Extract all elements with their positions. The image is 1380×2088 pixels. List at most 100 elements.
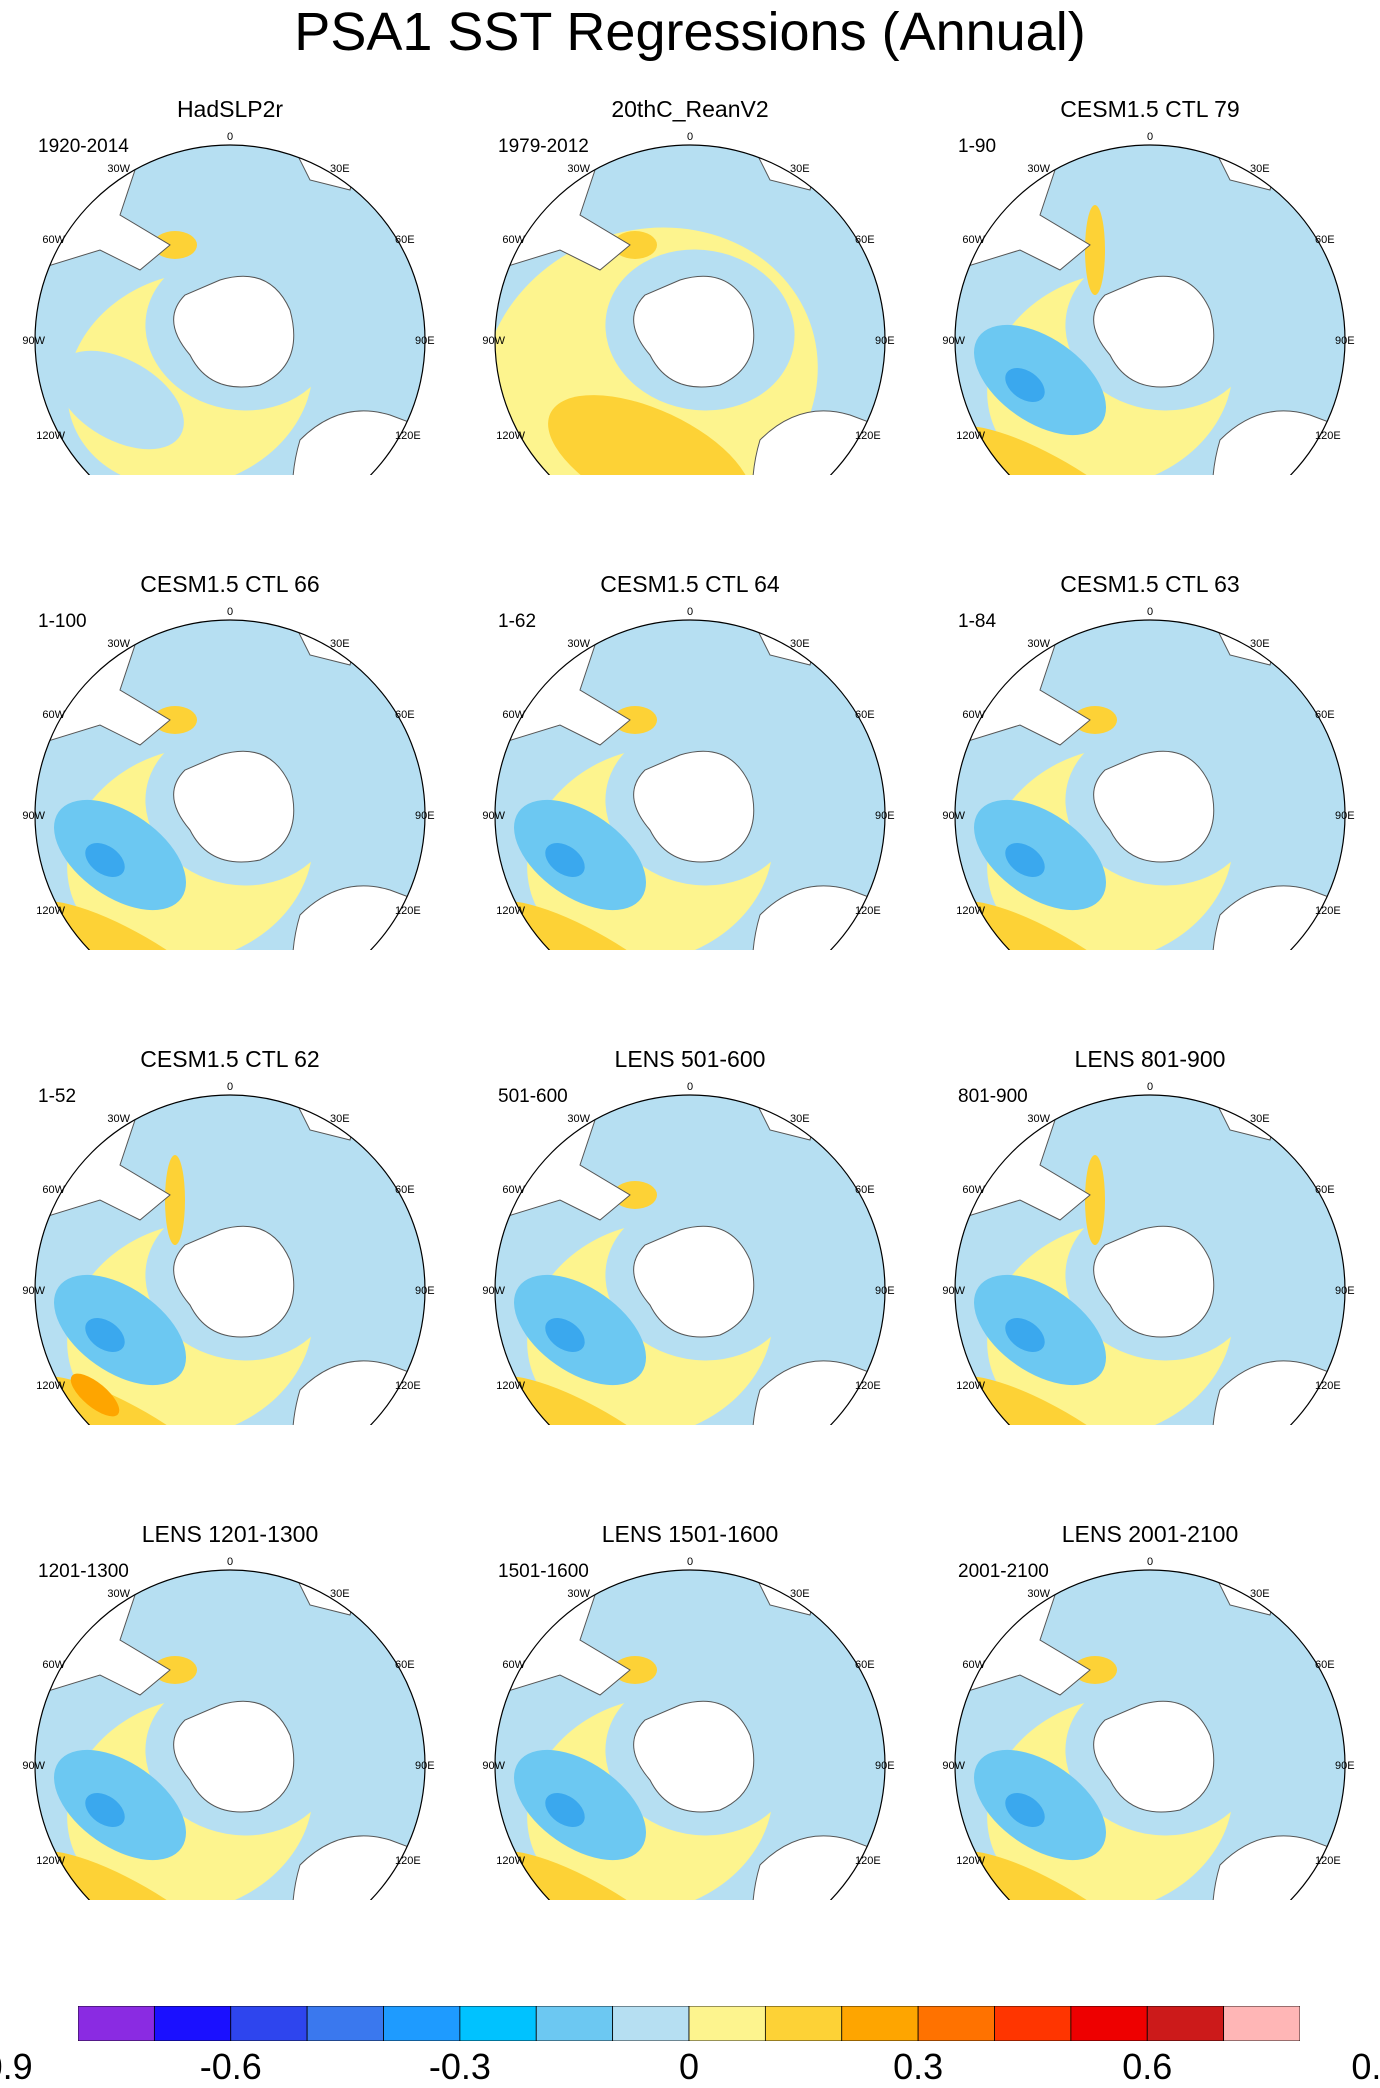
positive-anomaly-spot: [153, 706, 197, 734]
lon-label-west: 120W: [496, 905, 525, 917]
colorbar: [78, 2006, 1300, 2041]
lon-label-east: 30E: [330, 638, 350, 650]
positive-anomaly-core: [495, 1851, 691, 1900]
panel-title: CESM1.5 CTL 64: [600, 571, 780, 597]
antarctica-landmass: [173, 1700, 295, 1813]
panel-year-range: 1-90: [958, 136, 997, 157]
lon-label-west: 90W: [22, 1760, 45, 1772]
colorbar-tick-label: -0.6: [199, 2046, 262, 2087]
lon-label-west: 30W: [567, 1588, 590, 1600]
positive-anomaly-streak: [1085, 205, 1105, 295]
lon-label-east: 120E: [855, 905, 881, 917]
lon-label-west: 90W: [482, 810, 505, 822]
lon-label-east: 120E: [1315, 905, 1341, 917]
positive-anomaly-core: [955, 426, 1151, 475]
sst-field: [495, 145, 885, 475]
colorbar-tick-label: 0.6: [1122, 2046, 1173, 2087]
sst-field: [35, 1570, 425, 1900]
lon-label-east: 90E: [875, 335, 895, 347]
panel-title: LENS 2001-2100: [1061, 1521, 1239, 1547]
antarctica-landmass: [1093, 275, 1215, 388]
lon-label-east: 60E: [1315, 234, 1335, 246]
negative-anomaly-core: [974, 799, 1106, 911]
colorbar-tick-label: 0.3: [893, 2046, 944, 2087]
sst-field: [35, 145, 425, 475]
colorbar-swatch: [764, 2006, 843, 2041]
sst-field: [495, 620, 885, 950]
lon-label-0: 0: [687, 1556, 693, 1568]
polar-map: 018030W60W90W120W150W30E60E90E120E150E: [482, 606, 895, 950]
map-boundary: [494, 1569, 886, 1900]
lon-label-east: 30E: [790, 638, 810, 650]
lon-label-west: 90W: [942, 810, 965, 822]
polar-map: 018030W60W90W120W150W30E60E90E120E150E: [942, 131, 1355, 475]
lon-label-east: 90E: [875, 1760, 895, 1772]
antarctica-landmass: [1093, 1225, 1215, 1338]
positive-anomaly-spot: [613, 706, 657, 734]
lon-label-west: 60W: [962, 1659, 985, 1671]
lon-label-east: 30E: [790, 163, 810, 175]
lon-label-west: 120W: [36, 905, 65, 917]
panel-year-range: 801-900: [958, 1086, 1028, 1107]
positive-anomaly-core: [955, 901, 1151, 950]
panel-year-range: 1-62: [498, 611, 537, 632]
lon-label-west: 30W: [1027, 638, 1050, 650]
colorbar-swatch: [535, 2006, 614, 2041]
lon-label-east: 60E: [395, 1184, 415, 1196]
sst-field: [35, 620, 425, 950]
negative-anomaly-core: [54, 1274, 186, 1386]
sst-field: [955, 1095, 1345, 1425]
sst-field: [495, 1570, 885, 1900]
panel-year-range: 1201-1300: [38, 1561, 129, 1582]
lon-label-east: 30E: [1250, 638, 1270, 650]
antarctica-landmass: [633, 1700, 755, 1813]
lon-label-west: 90W: [482, 1285, 505, 1297]
panel-title: CESM1.5 CTL 66: [140, 571, 320, 597]
colorbar-tick-label: 0: [678, 2046, 700, 2087]
lon-label-0: 0: [1147, 606, 1153, 618]
map-panel: 018030W60W90W120W150W30E60E90E120E150E20…: [460, 0, 920, 475]
panel-year-range: 501-600: [498, 1086, 568, 1107]
lon-label-west: 60W: [42, 1184, 65, 1196]
positive-anomaly-spot: [153, 231, 197, 259]
panel-title: LENS 801-900: [1074, 1046, 1226, 1072]
lon-label-0: 0: [1147, 131, 1153, 143]
lon-label-west: 90W: [482, 335, 505, 347]
colorbar-swatch: [459, 2006, 537, 2041]
lon-label-east: 90E: [415, 1285, 435, 1297]
map-boundary: [34, 1094, 426, 1425]
panel-year-range: 2001-2100: [958, 1561, 1049, 1582]
lon-label-west: 90W: [482, 1760, 505, 1772]
sst-field: [955, 1570, 1345, 1900]
panel-year-range: 1979-2012: [498, 136, 589, 157]
lon-label-west: 60W: [962, 234, 985, 246]
lon-label-west: 60W: [502, 1659, 525, 1671]
lon-label-east: 30E: [790, 1588, 810, 1600]
antarctica-landmass: [173, 275, 295, 388]
positive-anomaly-core: [35, 1376, 231, 1425]
antarctica-landmass: [1093, 750, 1215, 863]
lon-label-west: 90W: [22, 335, 45, 347]
antarctica-landmass: [633, 1225, 755, 1338]
lon-label-east: 30E: [1250, 1113, 1270, 1125]
positive-anomaly-core: [35, 901, 231, 950]
positive-anomaly-spot: [613, 231, 657, 259]
sst-field: [955, 145, 1345, 475]
colorbar-swatch: [917, 2006, 995, 2041]
map-boundary: [954, 1569, 1346, 1900]
lon-label-west: 30W: [107, 638, 130, 650]
negative-anomaly-peak: [1005, 1317, 1045, 1353]
antarctica-landmass: [173, 750, 295, 863]
lon-label-0: 0: [1147, 1556, 1153, 1568]
antarctica-landmass: [1093, 1700, 1215, 1813]
lon-label-east: 60E: [395, 709, 415, 721]
negative-anomaly-core: [514, 799, 646, 911]
map-panel: 018030W60W90W120W150W30E60E90E120E150ELE…: [460, 950, 920, 1425]
lon-label-east: 60E: [1315, 1659, 1335, 1671]
panel-title: LENS 501-600: [614, 1046, 766, 1072]
lon-label-west: 120W: [36, 1855, 65, 1867]
lon-label-0: 0: [1147, 1081, 1153, 1093]
lon-label-east: 60E: [395, 1659, 415, 1671]
lon-label-west: 60W: [502, 234, 525, 246]
negative-anomaly-peak: [85, 842, 125, 878]
